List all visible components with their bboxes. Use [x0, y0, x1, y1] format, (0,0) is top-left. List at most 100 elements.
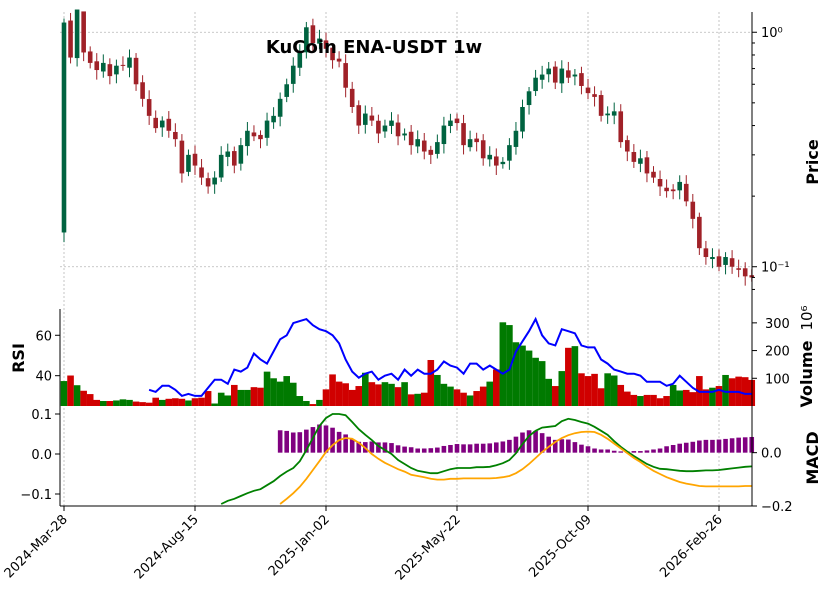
x-tick-label: 2026-Feb-26	[657, 512, 726, 581]
candle-body	[559, 68, 565, 84]
volume-bar	[545, 378, 552, 406]
volume-bar	[335, 381, 343, 406]
macd-histogram-bar	[683, 442, 689, 453]
volume-bar	[198, 397, 205, 406]
volume-bar	[584, 376, 592, 406]
volume-bar	[126, 399, 133, 406]
candle-body	[87, 51, 93, 63]
volume-bar	[643, 394, 651, 406]
volume-bar	[676, 390, 683, 406]
macd-histogram-bar	[304, 429, 309, 453]
volume-tick-label: 100	[765, 372, 790, 387]
volume-bar	[185, 400, 192, 406]
volume-bar	[702, 389, 710, 406]
macd-histogram-bar	[644, 450, 650, 453]
macd-histogram-bar	[742, 437, 748, 453]
volume-bar	[597, 388, 605, 406]
candle-body	[690, 201, 696, 219]
candle-body	[186, 154, 191, 172]
volume-bar	[663, 396, 670, 406]
chart-title: KuCoin ENA-USDT 1w	[266, 37, 482, 58]
macd-histogram-bar	[710, 439, 715, 453]
x-tick-label: 2025-Jan-02	[266, 512, 333, 579]
volume-bar	[689, 392, 697, 406]
macd-left-tick-label: −0.1	[20, 488, 52, 503]
candle-body	[395, 122, 401, 137]
macd-line	[220, 413, 752, 505]
macd-histogram-bar	[703, 439, 709, 453]
macd-histogram-bar	[526, 430, 532, 453]
candle-body	[546, 68, 551, 75]
volume-bar	[447, 386, 454, 406]
candle-body	[742, 268, 748, 277]
macd-histogram-bar	[461, 444, 466, 453]
candle-body	[133, 57, 139, 85]
candle-body	[552, 66, 558, 83]
volume-bar	[93, 399, 101, 406]
volume-bar	[289, 382, 297, 406]
candle-body	[81, 11, 86, 53]
volume-bar	[486, 381, 494, 406]
candle-body	[566, 70, 571, 78]
candle-body	[677, 181, 682, 191]
candle-body	[572, 74, 578, 77]
candle-body	[61, 22, 67, 233]
candle-body	[657, 178, 663, 187]
volume-bar	[565, 347, 572, 406]
candle-body	[389, 120, 394, 126]
macd-histogram-bar	[369, 441, 375, 453]
volume-bar	[263, 371, 271, 406]
volume-bar	[479, 386, 487, 406]
macd-histogram-bar	[382, 442, 388, 453]
candle-body	[343, 63, 348, 88]
candle-body	[297, 52, 303, 68]
macd-histogram-bar	[566, 439, 571, 453]
macd-histogram-bar	[448, 444, 453, 453]
candle-body	[323, 40, 329, 49]
price-tick-label: 10⁰	[761, 26, 783, 41]
candle-body	[238, 145, 244, 164]
candle-body	[507, 145, 512, 161]
macd-histogram-bar	[598, 449, 604, 453]
candle-body	[480, 140, 486, 159]
volume-bar	[172, 398, 179, 406]
gridlines	[60, 12, 752, 506]
volume-bar	[571, 346, 579, 406]
volume-bar	[231, 384, 238, 406]
macd-histogram-bar	[533, 430, 538, 453]
macd-histogram-bar	[670, 444, 676, 453]
candle-body	[330, 47, 335, 61]
volume-bar	[506, 325, 513, 406]
volume-bar	[414, 393, 421, 406]
macd-histogram-bar	[330, 427, 335, 453]
volume-bar	[551, 386, 559, 406]
volume-axis-label: Volume	[797, 340, 816, 407]
volume-bar	[368, 382, 376, 406]
candle-body	[258, 134, 263, 140]
candle-body	[245, 130, 250, 147]
candle-body	[487, 154, 493, 160]
candle-body	[631, 152, 637, 162]
volume-bar	[604, 373, 611, 406]
volume-bar	[67, 375, 74, 406]
volume-bar	[519, 345, 526, 406]
macd-histogram-bar	[480, 443, 486, 453]
candle-body	[304, 27, 309, 53]
volume-bar	[741, 377, 749, 406]
rsi-axis-label: RSI	[9, 343, 28, 373]
candle-body	[644, 157, 650, 174]
volume-bar	[316, 399, 323, 406]
macd-histogram-bar	[690, 441, 696, 453]
candle-body	[271, 115, 276, 123]
candle-body	[199, 167, 204, 178]
candle-body	[729, 258, 735, 267]
volume-bar	[420, 392, 428, 406]
candle-body	[579, 73, 584, 86]
candle-body	[317, 38, 322, 44]
volume-bar	[348, 389, 356, 406]
volume-bar	[624, 391, 631, 406]
candle-body	[94, 61, 100, 71]
macd-histogram-bar	[421, 448, 427, 453]
candle-body	[448, 120, 453, 127]
